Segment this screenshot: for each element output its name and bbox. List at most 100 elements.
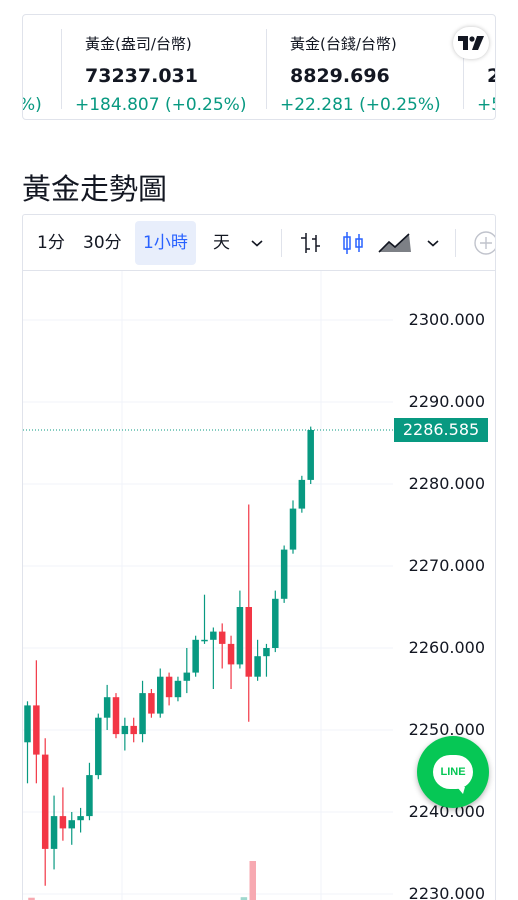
candle-body [218, 631, 226, 644]
candle [148, 689, 155, 718]
candle [121, 717, 129, 751]
ticker-change: +22.281 (+0.25%) [280, 95, 441, 115]
candle-body [157, 676, 164, 714]
candle-body [112, 697, 120, 735]
ticker-price: 8829.696 [290, 65, 390, 87]
candle-body [33, 705, 40, 755]
price-axis-tick-label: 2250.000 [408, 720, 485, 739]
candle [227, 635, 235, 689]
candle [245, 504, 252, 722]
candle-body [174, 680, 182, 698]
section-title: 黃金走勢圖 [22, 172, 168, 206]
interval-1m-button[interactable]: 1分 [37, 233, 65, 253]
ticker-divider [463, 29, 464, 109]
candle [210, 627, 217, 689]
candle [59, 787, 67, 841]
candle [174, 676, 182, 702]
candle [77, 807, 84, 833]
last-price-label: 2286.585 [394, 418, 488, 442]
candle [298, 475, 306, 513]
interval-30m-button[interactable]: 30分 [83, 233, 122, 253]
area-chart-style-icon[interactable] [375, 221, 415, 265]
ticker-tape: %) 黃金(盎司/台幣) 73237.031 +184.807 (+0.25%)… [22, 14, 496, 120]
candle [24, 701, 31, 784]
candle-body [263, 648, 270, 657]
bar-chart-style-icon[interactable] [293, 221, 329, 265]
candle [165, 672, 173, 706]
add-indicator-plus-icon[interactable] [469, 221, 495, 265]
candle-body [192, 639, 199, 673]
price-axis-tick-label: 2270.000 [408, 556, 485, 575]
chart-toolbar: 1分 30分 1小時 天 [23, 215, 495, 271]
ticker-divider [61, 29, 62, 109]
candle [218, 623, 226, 669]
candle [201, 594, 208, 644]
candle [33, 660, 40, 784]
candle-body [298, 479, 306, 509]
interval-dropdown-chevron-icon[interactable] [243, 221, 271, 265]
candle-body [24, 705, 31, 743]
interval-1h-button[interactable]: 1小時 [135, 221, 196, 265]
chart-area[interactable]: 2300.000 2290.000 2280.000 2270.000 2260.000… [23, 271, 496, 900]
price-axis-tick-label: 2240.000 [408, 802, 485, 821]
candle-body [236, 607, 244, 665]
candle-body [59, 816, 67, 829]
candle-body [77, 816, 84, 821]
candle [112, 693, 120, 739]
tradingview-logo-icon[interactable] [453, 27, 489, 59]
candle [130, 717, 137, 743]
candle-body [183, 672, 191, 681]
candle [254, 639, 261, 681]
candle-body [86, 775, 93, 817]
price-axis-tick-label: 2230.000 [408, 884, 485, 900]
volume-bar [240, 897, 248, 900]
candlestick-chart-style-icon[interactable] [335, 221, 371, 265]
candle-body [139, 693, 146, 735]
candle-body [210, 631, 217, 640]
candle [41, 738, 49, 886]
candle-body [272, 598, 279, 648]
candle [263, 643, 270, 677]
interval-1d-button[interactable]: 天 [213, 233, 230, 253]
ticker-change: %) [23, 95, 42, 115]
candle [86, 762, 93, 821]
line-logo-icon: LINE [433, 755, 473, 794]
candle [95, 713, 102, 780]
candle [280, 545, 288, 603]
candle [192, 635, 199, 677]
candle-body [50, 816, 58, 849]
candle-body [227, 643, 235, 665]
chart-style-dropdown-chevron-icon[interactable] [421, 221, 445, 265]
candle-body [41, 754, 49, 849]
candle-body [165, 676, 173, 698]
price-axis-tick-label: 2290.000 [408, 392, 485, 411]
candle-body [280, 549, 288, 599]
candle-body [289, 508, 297, 550]
candle [289, 500, 297, 554]
candle [307, 426, 314, 484]
candle-body [254, 656, 261, 677]
ticker-price: 73237.031 [85, 65, 198, 87]
line-share-button[interactable]: LINE [417, 736, 489, 808]
toolbar-divider [455, 229, 456, 257]
candle [103, 684, 111, 730]
volume-bar [28, 897, 35, 900]
price-chart-canvas[interactable] [23, 271, 496, 900]
candle [139, 680, 146, 743]
candle-body [121, 725, 129, 735]
candle [272, 590, 279, 653]
ticker-change: +184.807 (+0.25%) [75, 95, 247, 115]
candle-body [201, 639, 208, 642]
candle [68, 812, 75, 845]
ticker-divider [266, 29, 267, 109]
candle-body [307, 430, 314, 480]
price-axis-tick-label: 2300.000 [408, 310, 485, 329]
candle-body [95, 717, 102, 776]
toolbar-divider [281, 229, 282, 257]
price-axis-tick-label: 2260.000 [408, 638, 485, 657]
chart-widget[interactable]: 1分 30分 1小時 天 [22, 214, 496, 900]
price-axis-tick-label: 2280.000 [408, 474, 485, 493]
candle-body [245, 607, 252, 677]
candle [183, 648, 191, 694]
ticker-change: +5 [477, 95, 495, 115]
